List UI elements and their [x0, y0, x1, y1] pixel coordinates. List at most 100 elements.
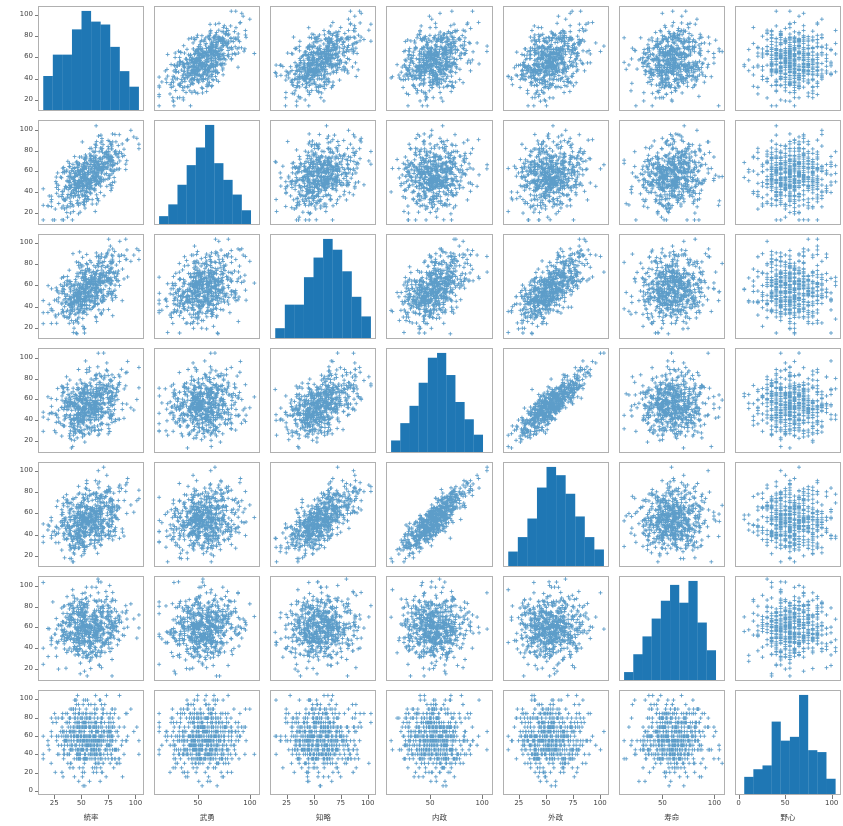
panel-scatter-jumyou-vs-buyuu	[618, 120, 725, 225]
xtick-mark	[340, 795, 342, 799]
panel-scatter-jumyou-vs-gaisei	[618, 462, 725, 567]
ytick-label: 80	[24, 259, 33, 267]
ytick-mark	[34, 100, 38, 102]
panel-scatter-tousotsu-vs-jumyou	[38, 576, 145, 681]
xtick-label: 50	[541, 799, 551, 807]
panel-scatter-tousotsu-vs-naisei	[38, 348, 145, 453]
ylabel-naisei: 内政	[0, 385, 2, 417]
panel-scatter-jumyou-vs-naisei	[618, 348, 725, 453]
ytick-label: 20	[24, 323, 33, 332]
xtick-label: 100	[128, 799, 143, 807]
xtick-label: 25	[514, 799, 524, 807]
ytick-mark	[34, 668, 38, 670]
ytick-label: 60	[24, 508, 33, 517]
xlabel-gaisei: 外政	[548, 813, 564, 822]
xtick-mark	[313, 795, 315, 799]
ytick-mark	[34, 14, 38, 16]
xtick-mark	[286, 795, 288, 799]
ytick-mark	[34, 772, 38, 774]
xtick-mark	[518, 795, 520, 799]
ytick-label: 40	[24, 187, 33, 196]
ytick-label: 20	[24, 663, 33, 672]
ytick-mark	[34, 440, 38, 442]
ytick-label: 40	[24, 643, 33, 652]
ytick-label: 60	[24, 280, 33, 289]
xtick-label: 100	[361, 799, 375, 807]
xtick-label: 100	[475, 799, 489, 807]
panel-scatter-gaisei-vs-jumyou	[502, 576, 609, 681]
ytick-label: 20	[24, 95, 33, 104]
ytick-mark	[34, 791, 38, 793]
xlabel-yashin: 野心	[780, 813, 796, 822]
panel-scatter-naisei-vs-gaisei	[386, 462, 493, 567]
xtick-label: 100	[593, 799, 607, 807]
ytick-label: 20	[24, 435, 33, 444]
ytick-mark	[34, 192, 38, 193]
panel-scatter-jumyou-vs-tousotsu	[618, 6, 725, 111]
panel-hist-yashin	[734, 690, 841, 795]
panel-scatter-chiryaku-vs-gaisei	[270, 462, 377, 567]
panel-scatter-tousotsu-vs-buyuu	[38, 120, 145, 225]
panel-scatter-tousotsu-vs-gaisei	[38, 462, 145, 567]
xtick-mark	[572, 795, 574, 799]
panel-scatter-gaisei-vs-yashin	[502, 690, 609, 795]
ylabel-chiryaku: 知略	[0, 271, 2, 303]
panel-scatter-buyuu-vs-yashin	[154, 690, 261, 795]
xtick-label: 25	[282, 799, 291, 807]
ytick-mark	[34, 534, 38, 536]
xtick-label: 50	[76, 799, 86, 807]
panel-scatter-chiryaku-vs-jumyou	[270, 576, 377, 681]
xlabel-jumyou: 寿命	[664, 813, 680, 822]
panel-scatter-naisei-vs-tousotsu	[386, 6, 493, 111]
xtick-mark	[600, 795, 601, 799]
panel-scatter-yashin-vs-buyuu	[734, 120, 841, 225]
ytick-mark	[34, 470, 38, 472]
panel-scatter-tousotsu-vs-yashin	[38, 690, 145, 795]
xtick-label: 50	[193, 799, 203, 807]
ytick-label: 80	[24, 487, 33, 495]
ylabel-yashin: 野心	[0, 727, 2, 759]
panel-scatter-yashin-vs-naisei	[734, 348, 841, 453]
ytick-mark	[34, 736, 38, 737]
panel-scatter-naisei-vs-chiryaku	[386, 234, 493, 339]
xtick-label: 50	[780, 799, 790, 807]
panel-scatter-gaisei-vs-buyuu	[502, 120, 609, 225]
ylabel-jumyou: 寿命	[0, 613, 2, 645]
xlabel-naisei: 内政	[431, 813, 447, 822]
panel-scatter-jumyou-vs-yashin	[618, 690, 725, 795]
ytick-label: 20	[24, 551, 33, 560]
xtick-label: 100	[243, 799, 257, 807]
panel-scatter-naisei-vs-buyuu	[386, 120, 493, 225]
xtick-mark	[482, 795, 483, 799]
ytick-mark	[34, 358, 38, 360]
ytick-label: 100	[19, 125, 33, 134]
ytick-mark	[34, 606, 38, 608]
xtick-label: 100	[825, 799, 839, 807]
ytick-mark	[34, 492, 38, 493]
ytick-label: 20	[24, 767, 33, 776]
ytick-mark	[34, 36, 38, 37]
panel-scatter-buyuu-vs-tousotsu	[154, 6, 261, 111]
xtick-label: 50	[425, 799, 435, 807]
ytick-mark	[34, 513, 38, 515]
ytick-label: 40	[24, 73, 33, 82]
ytick-mark	[34, 78, 38, 80]
panel-scatter-buyuu-vs-gaisei	[154, 462, 261, 567]
xlabel-chiryaku: 知略	[315, 813, 331, 822]
panel-scatter-gaisei-vs-naisei	[502, 348, 609, 453]
ytick-mark	[34, 754, 38, 756]
panel-scatter-chiryaku-vs-tousotsu	[270, 6, 377, 111]
ytick-label: 100	[19, 581, 33, 590]
ytick-label: 0	[28, 786, 33, 795]
ytick-label: 40	[24, 301, 33, 310]
xtick-label: 50	[309, 799, 319, 807]
xtick-mark	[831, 795, 833, 799]
ytick-label: 60	[24, 52, 33, 61]
ylabel-gaisei: 外政	[0, 499, 2, 531]
panel-scatter-buyuu-vs-naisei	[154, 348, 261, 453]
ytick-mark	[34, 717, 38, 719]
ytick-label: 100	[19, 694, 33, 703]
xlabel-tousotsu: 統率	[83, 813, 99, 822]
panel-scatter-chiryaku-vs-buyuu	[270, 120, 377, 225]
ytick-mark	[34, 556, 38, 558]
